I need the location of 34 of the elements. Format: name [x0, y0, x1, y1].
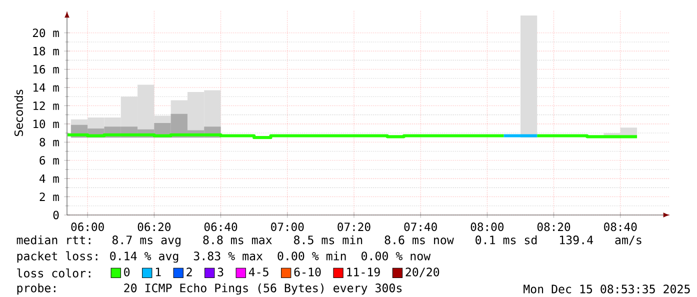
y-tick-label: 4 m [40, 174, 59, 183]
y-axis-title: Seconds [14, 90, 24, 136]
x-tick-label: 08:00 [470, 222, 504, 232]
legend-label: 4-5 [248, 268, 268, 276]
y-tick-label: 8 m [40, 138, 59, 146]
legend-title: loss color: [17, 268, 90, 278]
y-tick-label: 20 m [32, 28, 59, 38]
y-tick-label: 16 m [34, 65, 59, 74]
y-tick-label: 0 [53, 210, 59, 220]
legend-label: 11-19 [347, 268, 380, 276]
x-tick-label: 07:00 [271, 222, 304, 232]
legend-label: 3 [218, 268, 224, 276]
x-tick-label: 06:20 [138, 222, 170, 232]
x-tick-label: 07:40 [404, 222, 437, 232]
text: Mon Dec 15 08:53:35 2025 [524, 284, 690, 294]
text: median rtt: 8.7 ms avg 8.8 ms max 8.5 ms min 8.6 ms now 0.1 ms sd 139.4 am/s [16, 235, 642, 247]
x-tick-label: 08:40 [604, 222, 637, 232]
legend-label: 6-10 [294, 268, 321, 276]
text: probe: 20 ICMP Echo Pings (56 Bytes) every 300s [17, 283, 402, 295]
text: packet loss: 0.14 % avg 3.83 % max 0.00 % min 0.00 % now [17, 251, 431, 263]
y-tick-label: 14 m [34, 83, 59, 92]
legend-label: 0 [124, 268, 130, 276]
y-tick-label: 10 m [34, 120, 59, 128]
x-tick-label: 07:20 [338, 222, 370, 232]
legend-label: 2 [186, 268, 192, 276]
x-tick-label: 06:40 [204, 222, 238, 232]
x-tick-label: 06:00 [71, 222, 104, 232]
y-tick-label: 12 m [34, 102, 59, 110]
y-tick-label: 2 m [40, 192, 59, 201]
legend-label: 20/20 [406, 268, 440, 278]
legend-label: 1 [156, 268, 161, 276]
y-tick-label: 18 m [34, 46, 59, 56]
x-tick-label: 08:20 [537, 222, 570, 232]
y-tick-label: 6 m [40, 156, 59, 165]
